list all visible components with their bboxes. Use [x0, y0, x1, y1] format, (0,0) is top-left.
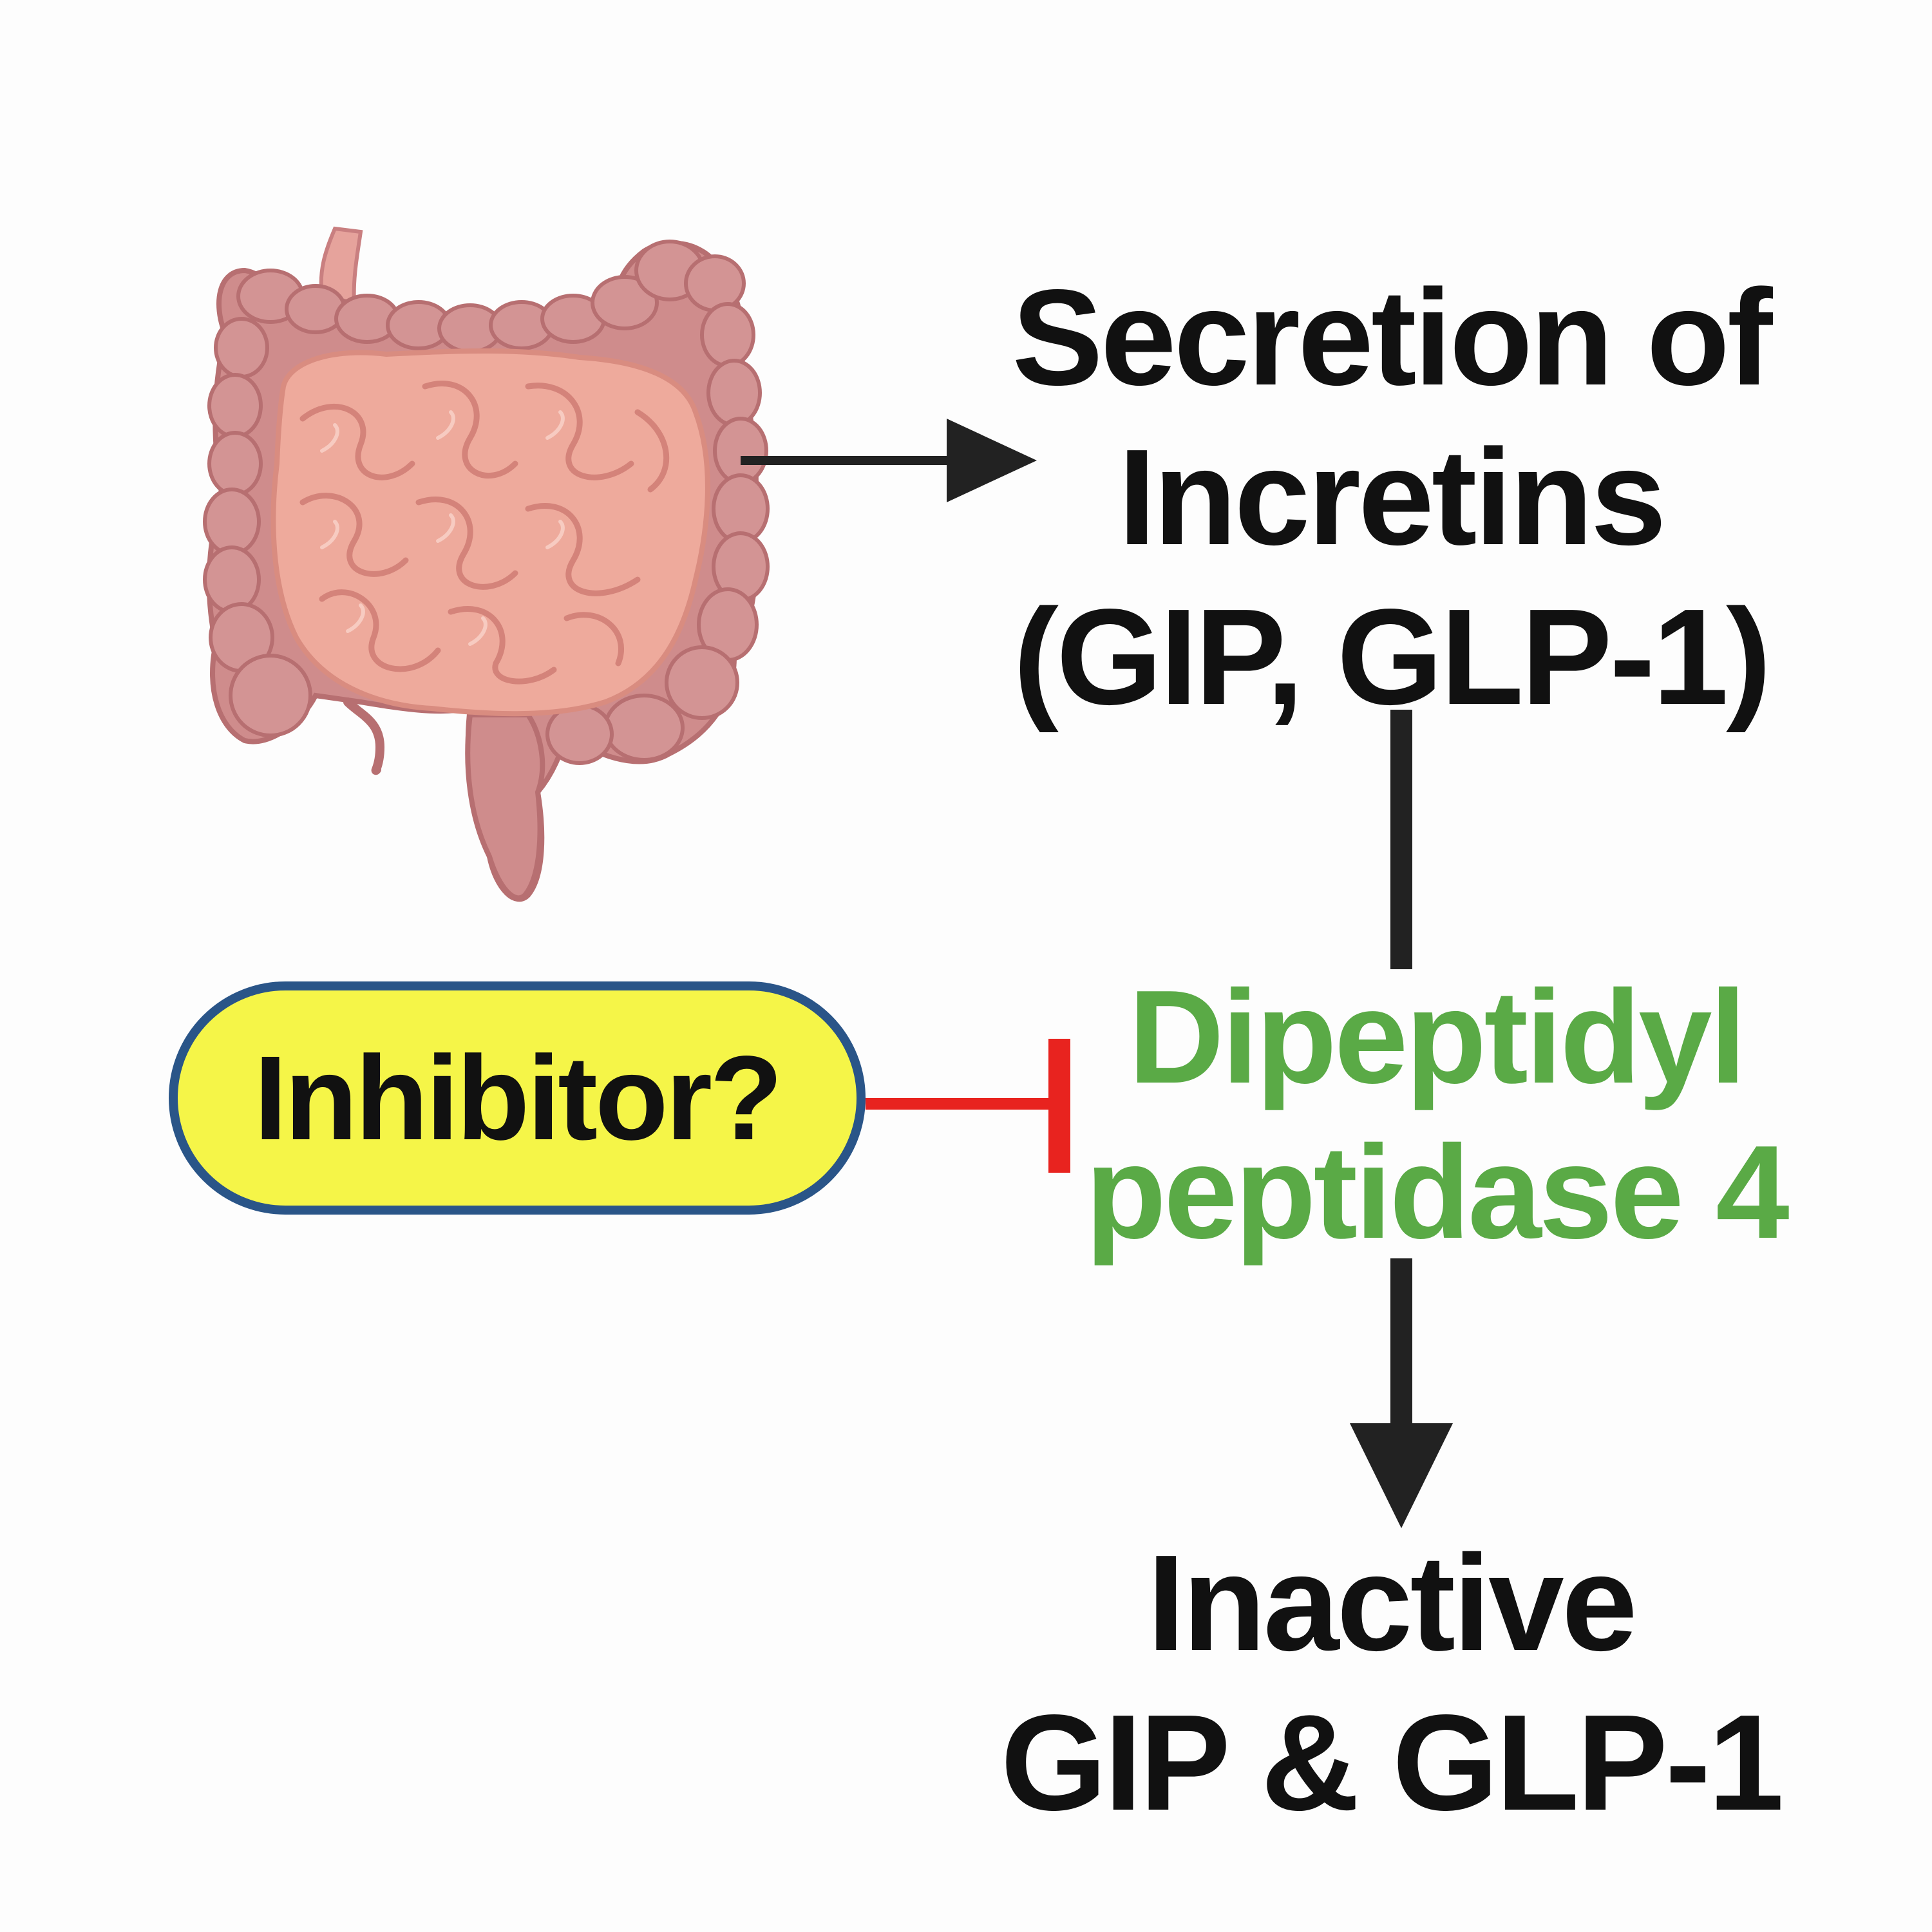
secretion-line-3: (GIP, GLP-1) — [1013, 580, 1771, 734]
edge-inhibitor-to-enzyme — [866, 1039, 1070, 1173]
appendix-shape — [343, 697, 385, 775]
rectum-shape — [465, 712, 545, 901]
inhibitor-label: Inhibitor? — [254, 1031, 782, 1165]
product-line-1: Inactive — [1147, 1526, 1638, 1679]
node-dipeptidyl-peptidase-4: Dipeptidyl peptidase 4 — [1018, 960, 1855, 1270]
arrowhead-right — [947, 419, 1037, 502]
edge-secretion-to-enzyme — [1390, 710, 1412, 969]
intestine-icon — [203, 226, 770, 902]
secretion-line-2: Incretins — [1118, 421, 1667, 574]
node-inhibitor-pill: Inhibitor? — [169, 981, 866, 1215]
arrowhead-down — [1350, 1423, 1453, 1528]
small-intestine-shape — [270, 348, 710, 717]
enzyme-line-1: Dipeptidyl — [1128, 963, 1747, 1111]
inhibition-bar — [1048, 1039, 1070, 1173]
node-secretion-of-incretins: Secretion of Incretins (GIP, GLP-1) — [953, 258, 1829, 737]
colon-haustra — [203, 240, 770, 765]
secretion-line-1: Secretion of — [1012, 261, 1772, 413]
node-inactive-gip-glp1: Inactive GIP & GLP-1 — [953, 1523, 1829, 1842]
small-intestine-loops — [299, 381, 670, 685]
product-line-2: GIP & GLP-1 — [1000, 1686, 1785, 1839]
small-intestine-highlights — [320, 410, 565, 646]
edge-enzyme-to-product — [1350, 1258, 1453, 1528]
enzyme-line-2: peptidase 4 — [1085, 1118, 1789, 1267]
edge-intestine-to-secretion — [741, 419, 1037, 502]
